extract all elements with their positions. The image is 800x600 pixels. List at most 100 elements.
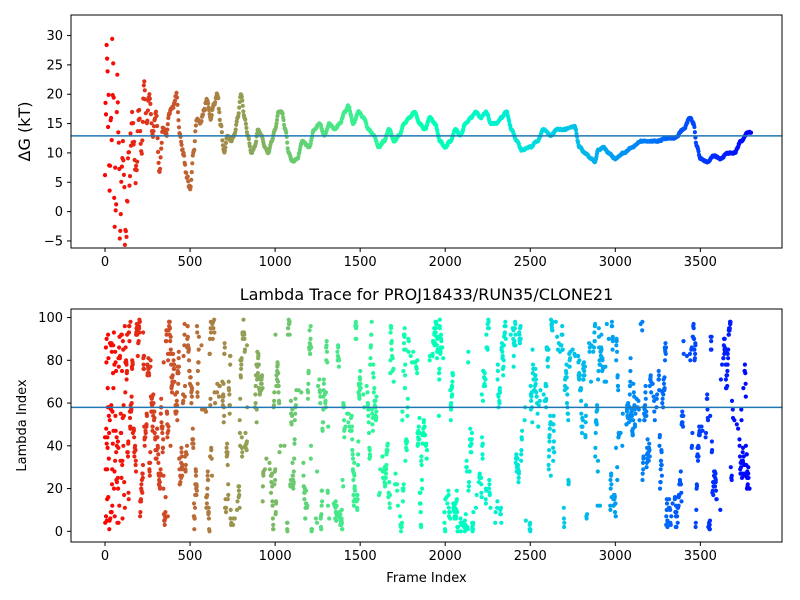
lambda-point bbox=[110, 371, 116, 376]
delta-g-point bbox=[118, 228, 123, 233]
lambda-point bbox=[192, 505, 198, 510]
delta-g-point bbox=[174, 95, 180, 100]
lambda-point bbox=[546, 454, 552, 459]
lambda-point bbox=[737, 443, 742, 448]
lambda-point bbox=[668, 507, 673, 512]
lambda-point bbox=[133, 458, 138, 463]
lambda-point bbox=[657, 443, 662, 448]
lambda-point bbox=[303, 516, 308, 521]
lambda-point bbox=[725, 362, 730, 367]
delta-g-point bbox=[158, 155, 163, 160]
lambda-point bbox=[291, 469, 296, 474]
lambda-point bbox=[640, 328, 645, 333]
lambda-point bbox=[707, 522, 712, 528]
lambda-point bbox=[483, 501, 488, 506]
lambda-point bbox=[117, 353, 123, 359]
lambda-point bbox=[240, 450, 245, 455]
lambda-point bbox=[319, 488, 324, 493]
lambda-point bbox=[389, 326, 394, 331]
lambda-point bbox=[371, 362, 376, 367]
lambda-point bbox=[675, 514, 680, 519]
lambda-point bbox=[479, 482, 484, 487]
lambda-point bbox=[674, 524, 679, 530]
lambda-point bbox=[346, 420, 351, 425]
lambda-point bbox=[193, 469, 198, 474]
lambda-point bbox=[353, 488, 358, 493]
lambda-point bbox=[593, 430, 598, 436]
lambda-point bbox=[226, 492, 231, 498]
lambda-point bbox=[110, 409, 115, 414]
lambda-point bbox=[185, 334, 190, 339]
lambda-point bbox=[123, 345, 128, 350]
delta-g-point bbox=[119, 164, 124, 169]
lambda-point bbox=[464, 458, 469, 463]
lambda-x-tick-label: 3500 bbox=[684, 549, 717, 564]
lambda-point bbox=[417, 437, 422, 442]
lambda-point bbox=[570, 347, 575, 352]
lambda-point bbox=[705, 407, 710, 412]
lambda-point bbox=[254, 407, 259, 412]
lambda-point bbox=[285, 529, 290, 534]
lambda-point bbox=[447, 509, 453, 515]
lambda-point bbox=[566, 418, 571, 423]
lambda-point bbox=[188, 375, 193, 380]
lambda-point bbox=[181, 353, 186, 359]
lambda-point bbox=[518, 324, 523, 329]
lambda-point bbox=[244, 439, 249, 444]
lambda-point bbox=[126, 497, 131, 502]
lambda-point bbox=[369, 319, 374, 324]
lambda-point bbox=[357, 377, 363, 382]
lambda-point bbox=[225, 450, 230, 455]
lambda-point bbox=[164, 339, 169, 344]
lambda-point bbox=[736, 426, 741, 431]
lambda-point bbox=[366, 407, 371, 412]
delta-g-point bbox=[247, 144, 252, 149]
lambda-point bbox=[179, 454, 184, 459]
delta-g-point bbox=[179, 142, 184, 147]
lambda-point bbox=[454, 497, 459, 502]
delta-g-point bbox=[142, 79, 147, 84]
lambda-point bbox=[253, 383, 258, 389]
lambda-point bbox=[126, 439, 131, 444]
lambda-point bbox=[107, 418, 112, 423]
lambda-point bbox=[114, 480, 119, 485]
lambda-point bbox=[140, 490, 145, 495]
lambda-point bbox=[487, 477, 492, 483]
lambda-point bbox=[320, 428, 325, 433]
lambda-point bbox=[727, 326, 732, 331]
lambda-point bbox=[680, 420, 685, 425]
lambda-point bbox=[184, 443, 190, 448]
lambda-point bbox=[237, 484, 242, 489]
lambda-point bbox=[189, 394, 194, 399]
lambda-point bbox=[687, 351, 693, 356]
lambda-point bbox=[643, 403, 648, 408]
lambda-point bbox=[643, 396, 648, 401]
lambda-point bbox=[529, 398, 534, 403]
delta-g-point bbox=[202, 107, 208, 112]
lambda-point bbox=[729, 477, 734, 483]
lambda-y-tick-label: 0 bbox=[55, 525, 63, 540]
lambda-point bbox=[709, 334, 714, 339]
delta-g-y-tick-label: 30 bbox=[46, 29, 63, 44]
lambda-point bbox=[387, 480, 392, 485]
lambda-point bbox=[352, 473, 357, 478]
lambda-point bbox=[730, 407, 735, 412]
lambda-point bbox=[140, 471, 145, 476]
lambda-point bbox=[119, 475, 124, 480]
lambda-point bbox=[168, 334, 173, 339]
lambda-point bbox=[323, 390, 329, 395]
lambda-point bbox=[227, 392, 232, 397]
lambda-point bbox=[632, 424, 638, 429]
lambda-point bbox=[662, 386, 667, 391]
lambda-point bbox=[667, 497, 672, 502]
lambda-point bbox=[640, 460, 646, 465]
delta-g-y-tick-label: 25 bbox=[46, 58, 63, 73]
lambda-point bbox=[612, 509, 618, 515]
lambda-point bbox=[195, 390, 200, 395]
lambda-point bbox=[647, 448, 652, 453]
lambda-point bbox=[424, 448, 430, 453]
lambda-point bbox=[151, 401, 156, 406]
lambda-point bbox=[137, 330, 142, 335]
lambda-point bbox=[450, 373, 455, 378]
delta-g-point bbox=[116, 140, 121, 145]
